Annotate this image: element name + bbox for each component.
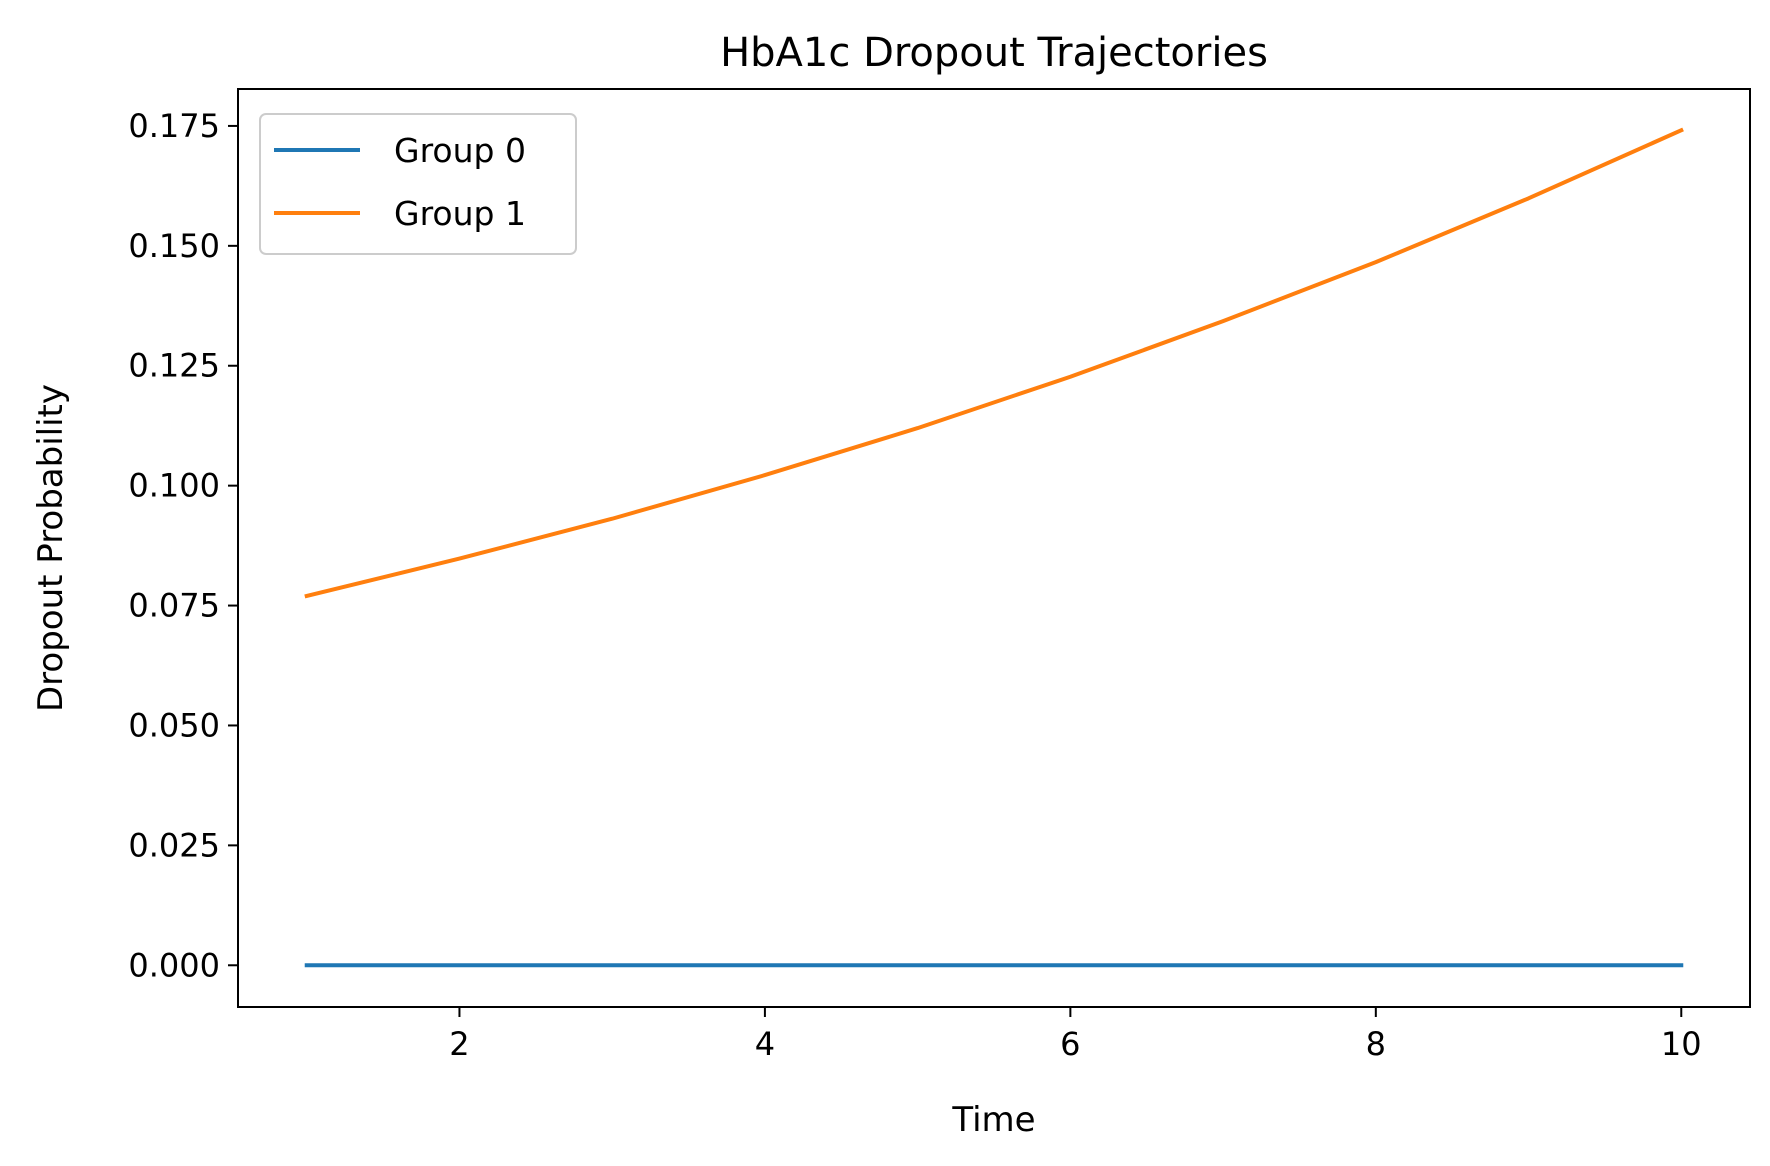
x-axis-ticks: 2 4 6 8 10 bbox=[449, 1007, 1702, 1063]
x-tick-label: 8 bbox=[1366, 1025, 1386, 1063]
plot-frame bbox=[237, 88, 1751, 1008]
y-tick-label: 0.125 bbox=[128, 347, 220, 385]
x-axis-label: Time bbox=[951, 1100, 1035, 1140]
y-tick-label: 0.025 bbox=[128, 826, 220, 864]
y-tick-label: 0.050 bbox=[128, 706, 220, 744]
y-tick-label: 0.075 bbox=[128, 587, 220, 625]
legend-label-group-0: Group 0 bbox=[394, 131, 526, 170]
y-axis-label: Dropout Probability bbox=[31, 384, 71, 712]
legend: Group 0 Group 1 bbox=[259, 113, 577, 255]
series-line-group-1 bbox=[304, 127, 1684, 599]
legend-label-group-1: Group 1 bbox=[394, 194, 526, 233]
y-tick-label: 0.000 bbox=[128, 946, 220, 984]
y-tick-label: 0.175 bbox=[128, 107, 220, 145]
chart-title: HbA1c Dropout Trajectories bbox=[720, 30, 1268, 76]
y-tick-label: 0.100 bbox=[128, 467, 220, 505]
series-layer bbox=[304, 127, 1684, 968]
x-tick-label: 10 bbox=[1661, 1025, 1702, 1063]
x-tick-label: 2 bbox=[449, 1025, 469, 1063]
y-tick-label: 0.150 bbox=[128, 227, 220, 265]
y-axis-ticks: 0.000 0.025 0.050 0.075 0.100 0.125 0.150 0.175 bbox=[128, 107, 238, 984]
x-tick-label: 6 bbox=[1060, 1025, 1080, 1063]
x-tick-label: 4 bbox=[755, 1025, 775, 1063]
